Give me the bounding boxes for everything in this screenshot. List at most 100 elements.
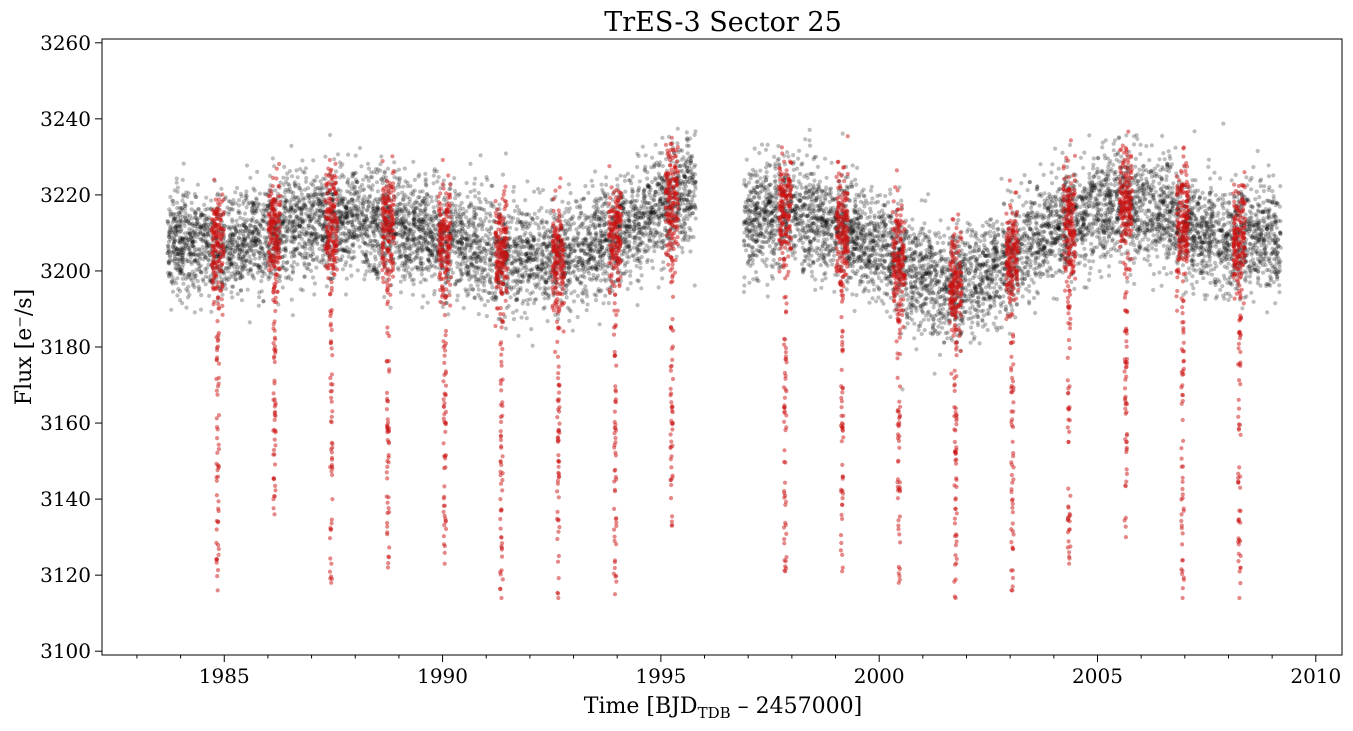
data-point <box>317 215 322 220</box>
data-point <box>241 199 246 204</box>
data-point <box>524 316 529 321</box>
data-point <box>302 201 307 206</box>
data-point <box>248 257 253 262</box>
data-point <box>189 238 194 243</box>
data-point <box>167 249 172 254</box>
data-point <box>600 230 605 235</box>
data-point <box>589 235 594 241</box>
data-point <box>244 189 249 194</box>
data-point <box>219 186 224 191</box>
data-point <box>497 202 502 207</box>
data-point <box>566 244 571 249</box>
data-point <box>344 214 349 219</box>
data-point <box>225 269 231 274</box>
data-point <box>364 218 370 223</box>
data-point <box>398 217 403 222</box>
data-point <box>225 205 230 210</box>
data-point <box>457 212 462 217</box>
data-point <box>250 231 255 236</box>
data-point <box>382 169 387 174</box>
data-point <box>423 203 429 208</box>
data-point <box>253 248 258 254</box>
data-point <box>509 219 514 224</box>
data-point <box>311 232 316 237</box>
data-point <box>583 251 588 256</box>
data-point <box>317 185 322 190</box>
data-point <box>283 218 288 223</box>
data-point <box>181 281 186 286</box>
data-point <box>220 292 225 297</box>
data-point <box>366 166 371 171</box>
data-point <box>644 226 649 231</box>
data-point <box>692 164 697 169</box>
data-point <box>647 189 652 195</box>
data-point <box>522 263 527 268</box>
data-point <box>480 255 485 260</box>
data-point <box>323 176 328 182</box>
data-point <box>254 209 259 214</box>
data-point <box>365 161 371 166</box>
data-point <box>475 240 480 246</box>
data-point <box>223 286 228 291</box>
data-point <box>168 237 173 242</box>
data-point <box>524 268 529 273</box>
data-point <box>297 230 302 235</box>
data-point <box>300 158 305 163</box>
data-point <box>266 274 271 279</box>
data-point <box>513 298 519 303</box>
data-point <box>632 240 637 246</box>
data-point <box>235 267 240 272</box>
data-point <box>165 219 170 224</box>
data-point <box>490 285 495 290</box>
data-point <box>180 240 185 245</box>
data-point <box>357 145 363 151</box>
data-point <box>482 258 487 264</box>
data-point <box>381 175 386 180</box>
data-point <box>455 241 460 246</box>
data-point <box>480 222 485 227</box>
data-point <box>518 220 523 225</box>
data-point <box>407 253 412 258</box>
data-point <box>403 231 408 236</box>
data-point <box>603 237 608 242</box>
chart-title: TrES-3 Sector 25 <box>604 7 842 38</box>
data-point <box>645 176 650 181</box>
data-point <box>305 192 311 198</box>
data-point <box>463 255 468 260</box>
data-point <box>623 261 628 266</box>
data-point <box>231 198 236 203</box>
data-point <box>546 264 551 269</box>
data-point <box>237 251 242 257</box>
data-point <box>352 187 357 193</box>
data-point <box>239 194 244 199</box>
data-point <box>230 295 235 300</box>
data-point <box>590 264 595 269</box>
data-point <box>306 216 312 221</box>
data-point <box>418 221 423 226</box>
data-point <box>360 182 365 188</box>
data-point <box>182 231 187 236</box>
data-point <box>253 224 258 229</box>
data-point <box>453 196 458 201</box>
data-point <box>520 226 526 231</box>
data-point <box>598 230 603 235</box>
data-point <box>178 213 183 218</box>
data-point <box>460 236 465 241</box>
data-point <box>395 265 400 271</box>
data-point <box>201 233 206 238</box>
data-point <box>347 206 352 211</box>
data-point <box>203 255 208 260</box>
data-point <box>352 203 357 208</box>
data-point <box>503 326 508 331</box>
data-point <box>287 169 292 174</box>
data-point <box>489 281 494 286</box>
data-point <box>524 237 530 242</box>
data-point <box>625 254 630 259</box>
data-point <box>652 197 657 202</box>
data-point <box>169 235 174 240</box>
data-point <box>369 170 374 175</box>
data-point <box>289 227 294 232</box>
data-point <box>511 184 517 190</box>
data-point <box>426 233 431 238</box>
data-point <box>693 172 698 177</box>
